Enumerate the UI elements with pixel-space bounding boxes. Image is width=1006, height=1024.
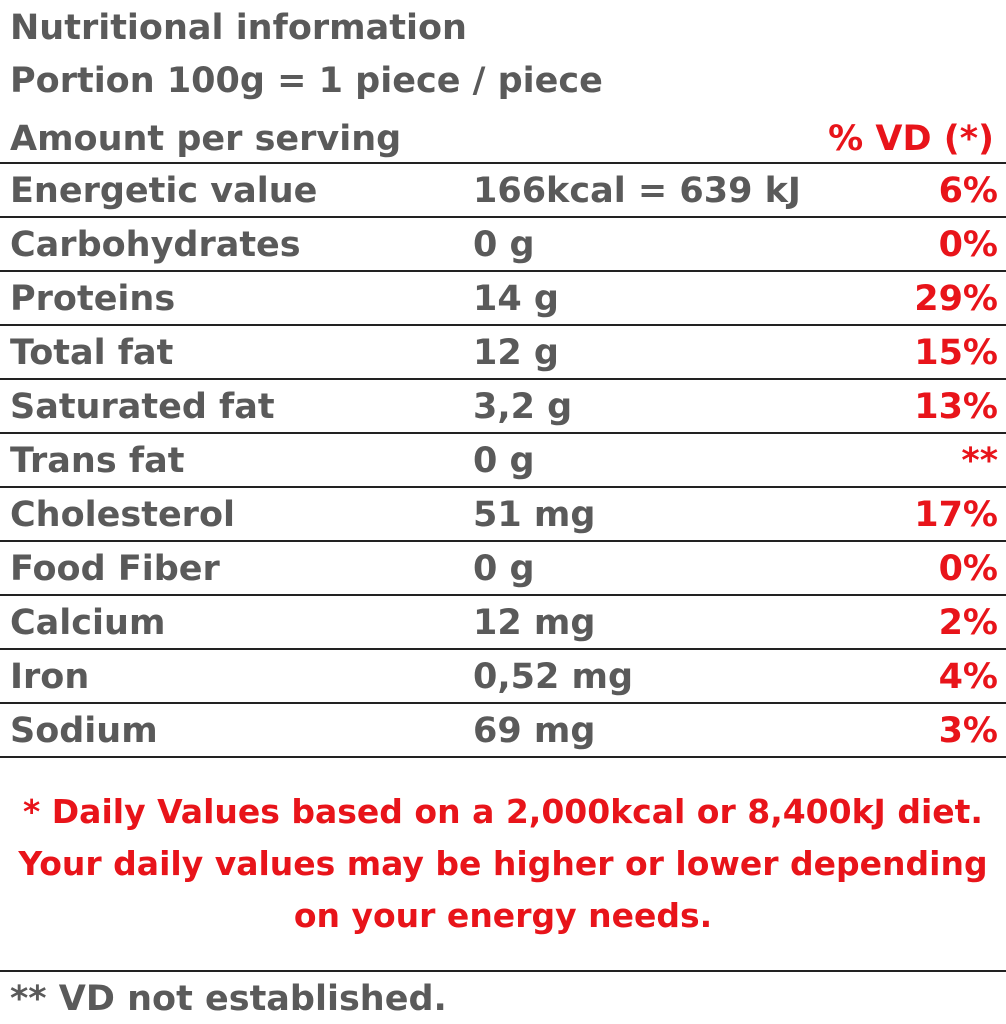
table-row: Food Fiber 0 g 0% (0, 542, 1006, 596)
nutrient-name: Carbohydrates (10, 225, 301, 265)
footnote-line: Your daily values may be higher or lower… (18, 844, 988, 883)
nutrient-percent: 13% (914, 387, 998, 427)
nutrient-amount: 3,2 g (473, 387, 573, 427)
table-row: Iron 0,52 mg 4% (0, 650, 1006, 704)
table-row: Trans fat 0 g ** (0, 434, 1006, 488)
footnote-line: on your energy needs. (293, 896, 713, 935)
portion-text: Portion 100g = 1 piece / piece (10, 61, 603, 101)
nutrient-percent: 0% (938, 225, 998, 265)
nutrient-name: Iron (10, 657, 90, 697)
table-row: Calcium 12 mg 2% (0, 596, 1006, 650)
table-row: Energetic value 166kcal = 639 kJ 6% (0, 164, 1006, 218)
nutrient-amount: 69 mg (473, 711, 596, 751)
nutrient-percent: 29% (914, 279, 998, 319)
nutrient-percent: 2% (938, 603, 998, 643)
nutrient-name: Total fat (10, 333, 174, 373)
nutrient-percent: 6% (938, 171, 998, 211)
table-header: Amount per serving % VD (*) (0, 112, 1006, 164)
nutrient-percent: ** (961, 441, 998, 481)
nutrient-name: Energetic value (10, 171, 318, 211)
nutrient-amount: 0 g (473, 225, 535, 265)
table-row: Total fat 12 g 15% (0, 326, 1006, 380)
nutrient-name: Sodium (10, 711, 158, 751)
table-row: Proteins 14 g 29% (0, 272, 1006, 326)
nutrient-name: Calcium (10, 603, 166, 643)
divider (0, 970, 1006, 972)
nutrient-percent: 15% (914, 333, 998, 373)
table-row: Carbohydrates 0 g 0% (0, 218, 1006, 272)
label-title: Nutritional information (10, 8, 467, 48)
nutrient-percent: 4% (938, 657, 998, 697)
nutrient-name: Cholesterol (10, 495, 235, 535)
nutrient-name: Trans fat (10, 441, 185, 481)
nutrient-amount: 12 mg (473, 603, 596, 643)
nutrient-percent: 3% (938, 711, 998, 751)
nutrient-amount: 0 g (473, 441, 535, 481)
nutrient-name: Food Fiber (10, 549, 220, 589)
vd-header: % VD (*) (828, 119, 994, 159)
nutrition-table: Energetic value 166kcal = 639 kJ 6% Carb… (0, 164, 1006, 758)
nutrient-percent: 0% (938, 549, 998, 589)
nutrient-amount: 14 g (473, 279, 559, 319)
nutrient-amount: 0,52 mg (473, 657, 634, 697)
nutrient-amount: 51 mg (473, 495, 596, 535)
table-row: Cholesterol 51 mg 17% (0, 488, 1006, 542)
nutrient-amount: 0 g (473, 549, 535, 589)
table-row: Saturated fat 3,2 g 13% (0, 380, 1006, 434)
vd-not-established-note: ** VD not established. (10, 979, 447, 1019)
amount-per-serving-header: Amount per serving (10, 119, 402, 159)
daily-values-footnote: * Daily Values based on a 2,000kcal or 8… (0, 786, 1006, 942)
nutrient-name: Proteins (10, 279, 176, 319)
table-row: Sodium 69 mg 3% (0, 704, 1006, 758)
nutrient-amount: 12 g (473, 333, 559, 373)
footnote-line: * Daily Values based on a 2,000kcal or 8… (23, 792, 983, 831)
nutrient-percent: 17% (914, 495, 998, 535)
nutrient-amount: 166kcal = 639 kJ (473, 171, 801, 211)
nutrient-name: Saturated fat (10, 387, 275, 427)
